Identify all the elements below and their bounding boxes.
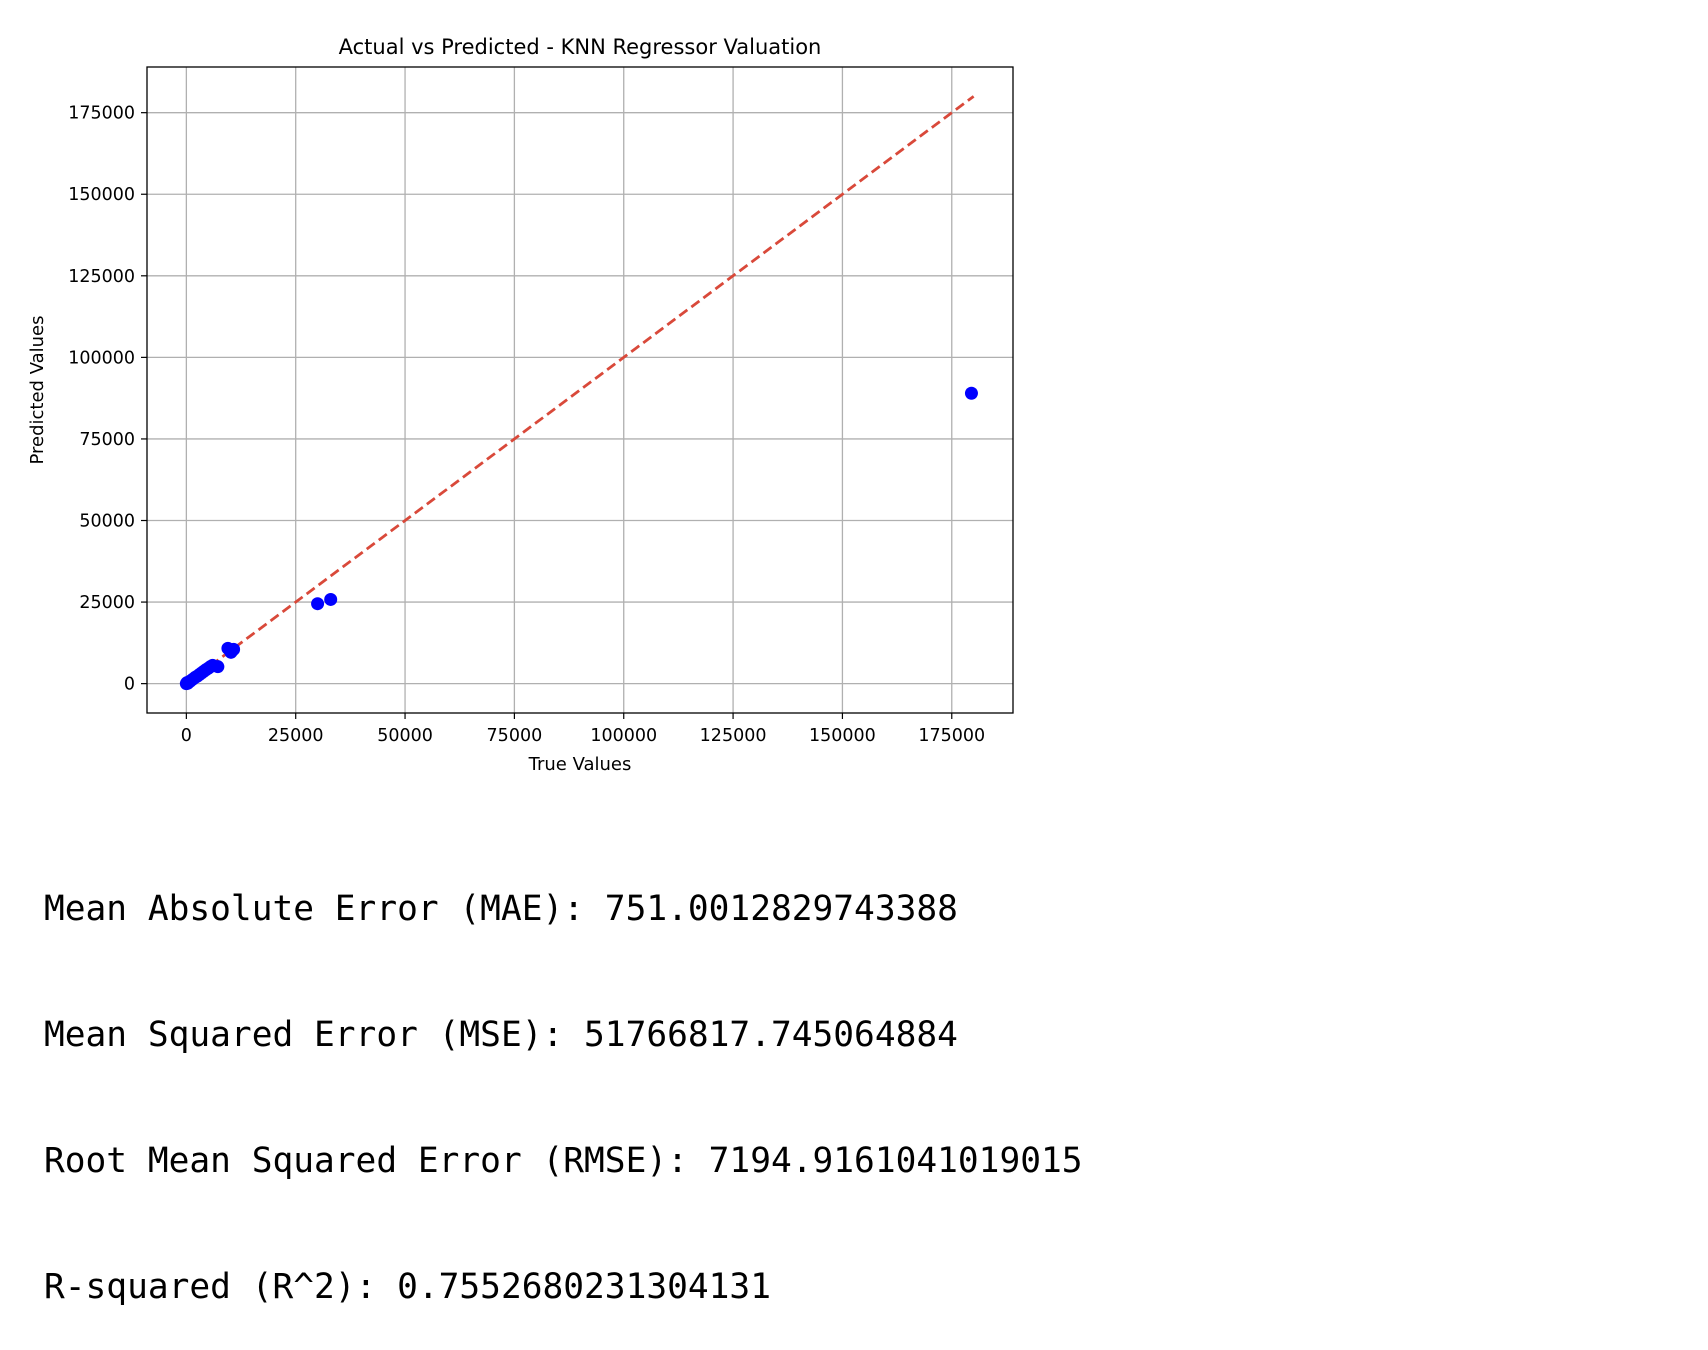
y-tick-label: 50000 bbox=[79, 512, 135, 532]
x-tick-label: 50000 bbox=[377, 726, 433, 746]
y-tick-label: 125000 bbox=[68, 267, 135, 287]
y-tick-label: 150000 bbox=[68, 185, 135, 205]
grid-lines bbox=[147, 67, 1013, 713]
y-tick-label: 100000 bbox=[68, 348, 135, 368]
mse-line: Mean Squared Error (MSE): 51766817.74506… bbox=[44, 1015, 958, 1055]
data-point bbox=[227, 642, 241, 656]
reference-line-layer bbox=[185, 95, 975, 685]
scatter-chart: 0 25000 50000 75000 100000 125000 150000 175000… bbox=[27, 35, 1014, 775]
data-point bbox=[211, 660, 225, 674]
x-axis-ticks: 0 25000 50000 75000 100000 125000 150000 175000 bbox=[181, 713, 985, 746]
y-tick-label: 0 bbox=[124, 675, 135, 695]
x-tick-label: 175000 bbox=[918, 726, 985, 746]
reference-line bbox=[185, 95, 975, 685]
x-tick-label: 75000 bbox=[487, 726, 543, 746]
x-tick-label: 125000 bbox=[700, 726, 767, 746]
r2-line: R-squared (R^2): 0.7552680231304131 bbox=[44, 1267, 771, 1307]
x-axis-label: True Values bbox=[528, 754, 632, 775]
x-tick-label: 0 bbox=[181, 726, 192, 746]
data-point bbox=[324, 592, 338, 606]
y-tick-label: 75000 bbox=[79, 430, 135, 450]
data-points bbox=[179, 386, 978, 691]
data-point bbox=[964, 386, 978, 400]
y-tick-label: 25000 bbox=[79, 593, 135, 613]
y-axis-label: Predicted Values bbox=[27, 315, 48, 464]
metrics-output: Mean Absolute Error (MAE): 751.001282974… bbox=[44, 804, 1083, 1350]
x-tick-label: 150000 bbox=[809, 726, 876, 746]
y-tick-label: 175000 bbox=[68, 104, 135, 124]
x-tick-label: 100000 bbox=[590, 726, 657, 746]
data-point bbox=[311, 597, 325, 611]
y-axis-ticks: 0 25000 50000 75000 100000 125000 150000 175000 bbox=[68, 104, 147, 695]
plot-frame bbox=[146, 66, 1014, 714]
x-tick-label: 25000 bbox=[268, 726, 324, 746]
mae-line: Mean Absolute Error (MAE): 751.001282974… bbox=[44, 889, 958, 929]
rmse-line: Root Mean Squared Error (RMSE): 7194.916… bbox=[44, 1141, 1083, 1181]
chart-title: Actual vs Predicted - KNN Regressor Valu… bbox=[339, 35, 822, 59]
